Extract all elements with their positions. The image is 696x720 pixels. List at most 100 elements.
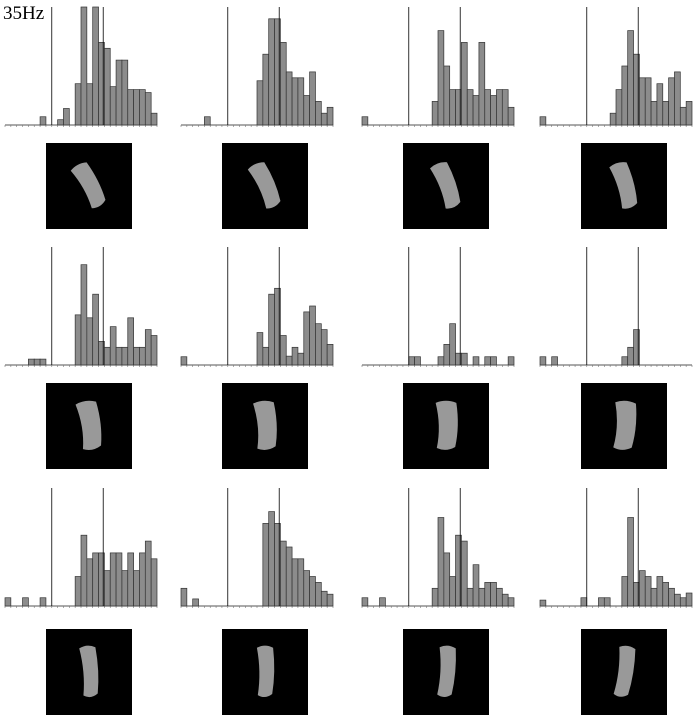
bar: [431, 101, 439, 126]
bar: [121, 570, 129, 607]
bar: [297, 77, 305, 126]
bar: [408, 356, 415, 366]
bar: [320, 112, 328, 126]
stimulus: [437, 645, 456, 697]
bar: [104, 346, 111, 366]
bar: [262, 346, 270, 366]
bar: [285, 355, 293, 366]
bar: [472, 356, 480, 366]
bar: [627, 346, 634, 366]
bar: [133, 570, 140, 607]
bar: [507, 106, 515, 126]
bar: [484, 356, 491, 366]
bar: [309, 576, 316, 607]
stimulus-shape: [613, 645, 636, 697]
bar: [92, 6, 99, 126]
bar: [268, 293, 275, 366]
bar: [449, 576, 456, 607]
bar: [656, 83, 664, 126]
bar: [551, 356, 558, 366]
bar: [109, 326, 117, 366]
bar: [501, 89, 509, 126]
bar: [86, 558, 94, 607]
bar: [133, 89, 140, 126]
bar: [303, 95, 310, 126]
bar: [192, 598, 199, 607]
bar: [180, 587, 188, 607]
bar: [285, 546, 293, 607]
bar: [315, 582, 322, 607]
bar: [320, 590, 328, 607]
bar: [133, 346, 140, 366]
bar: [109, 552, 117, 607]
bar: [303, 311, 310, 366]
bar: [668, 587, 675, 607]
bar: [615, 89, 623, 126]
bar: [115, 59, 123, 126]
bar: [256, 332, 264, 366]
stimulus-shape: [613, 400, 637, 450]
bar: [627, 517, 634, 607]
stimulus: [430, 162, 461, 209]
bar: [315, 101, 322, 126]
stimulus-shape: [253, 400, 277, 450]
bar: [461, 540, 468, 607]
stimulus-shape: [435, 400, 458, 450]
bar: [92, 293, 99, 366]
stimulus: [70, 162, 106, 209]
bar: [104, 47, 111, 126]
bar: [63, 108, 70, 126]
bar: [297, 352, 305, 366]
bar: [256, 80, 264, 126]
bar: [361, 116, 369, 126]
bar: [437, 30, 445, 126]
bar: [92, 552, 99, 607]
bar: [80, 6, 88, 126]
bar: [39, 597, 47, 607]
stimulus: [253, 400, 277, 450]
bar: [104, 570, 111, 607]
bar: [121, 346, 129, 366]
bar: [685, 101, 693, 126]
bar: [144, 540, 152, 607]
bar: [28, 358, 35, 366]
bar: [650, 101, 658, 126]
bar: [86, 83, 94, 126]
stimulus-shape: [247, 162, 281, 209]
bar: [674, 593, 681, 607]
bar: [414, 356, 421, 366]
bar: [621, 356, 629, 366]
bar: [644, 77, 652, 126]
bar: [539, 116, 547, 126]
bar: [74, 314, 82, 366]
bar: [127, 317, 134, 366]
bar: [539, 599, 547, 607]
bar: [291, 346, 299, 366]
bar: [443, 552, 451, 607]
bar: [449, 323, 456, 366]
bar: [280, 335, 287, 366]
bar: [598, 597, 605, 607]
bar: [139, 552, 146, 607]
bar: [437, 356, 445, 366]
bar: [4, 597, 12, 607]
bar: [609, 112, 617, 126]
bar: [484, 89, 491, 126]
bar: [115, 346, 123, 366]
bar: [127, 552, 134, 607]
bar: [472, 564, 480, 607]
figure-label: 35Hz: [3, 3, 44, 24]
bar: [285, 71, 293, 126]
stimulus-shape: [75, 400, 102, 450]
bar: [490, 582, 497, 607]
stimulus: [435, 400, 458, 450]
bar: [679, 106, 687, 126]
bar: [33, 358, 41, 366]
bar: [280, 540, 287, 607]
bar: [539, 356, 547, 366]
bar: [262, 523, 270, 607]
bar: [679, 597, 687, 607]
bar: [627, 30, 634, 126]
